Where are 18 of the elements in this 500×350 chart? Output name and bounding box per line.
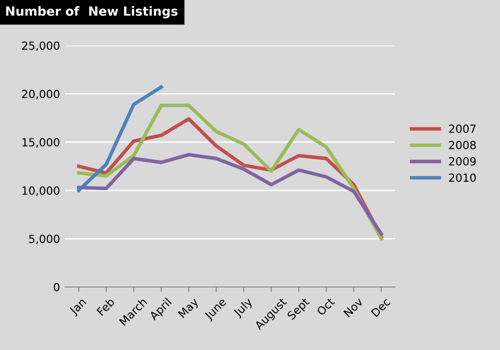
x-tick-label: Feb xyxy=(96,297,116,316)
line-series xyxy=(77,152,383,236)
y-tick-label: 10,000 xyxy=(22,186,60,196)
y-tick-label: 15,000 xyxy=(22,138,60,148)
legend-label: 2007 xyxy=(449,124,476,133)
y-tick-label: 20,000 xyxy=(22,90,60,100)
legend-label: 2008 xyxy=(449,140,476,150)
x-tick-label: Dec xyxy=(370,297,391,318)
chart-title: Number of New Listings xyxy=(6,6,178,18)
y-tick-label: 25,000 xyxy=(22,41,60,52)
legend-label: 2009 xyxy=(449,157,476,166)
line-series xyxy=(77,85,163,192)
x-tick-label: Nov xyxy=(343,297,364,318)
y-tick-label: 0 xyxy=(54,282,60,292)
x-tick-label: Oct xyxy=(316,297,336,316)
y-tick-label: 5,000 xyxy=(29,234,60,244)
legend-label: 2010 xyxy=(449,173,476,182)
x-tick-label: Jan xyxy=(68,298,88,317)
